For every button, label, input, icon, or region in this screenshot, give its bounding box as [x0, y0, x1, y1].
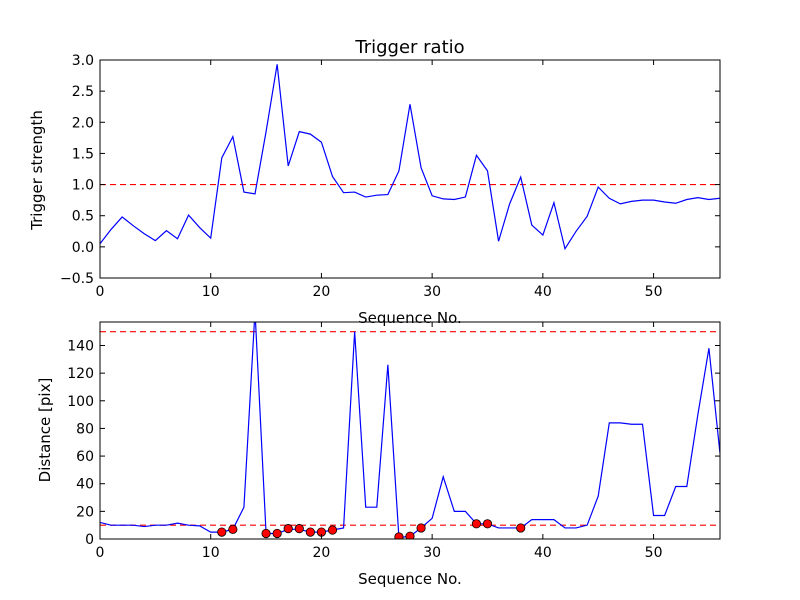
x-tick-label: 40 [534, 545, 552, 561]
y-tick-label: 1.0 [72, 178, 94, 194]
x-tick-label: 20 [313, 545, 331, 561]
scatter-point [283, 524, 293, 534]
x-tick-label: 0 [96, 545, 105, 561]
series-line [100, 322, 720, 539]
x-axis-label: Sequence No. [358, 570, 462, 588]
scatter-point [394, 532, 404, 539]
scatter-point [294, 524, 304, 534]
chart-title: Trigger ratio [354, 37, 464, 58]
scatter-point [482, 519, 493, 529]
y-tick-label: 0.5 [72, 209, 94, 225]
trigger-ratio-chart: Trigger ratio Sequence No. Trigger stren… [28, 37, 721, 327]
scatter-point [516, 523, 526, 533]
x-tick-label: 30 [423, 284, 441, 300]
x-tick-label: 10 [202, 545, 220, 561]
x-tick-label: 50 [645, 545, 663, 561]
y-tick-label: 20 [76, 504, 94, 520]
plot-area [100, 322, 720, 539]
y-tick-label: 80 [76, 421, 94, 437]
y-tick-label: 40 [76, 477, 94, 493]
distance-chart: Sequence No. Distance [pix] 0 10 20 30 40 50 0… [36, 321, 721, 588]
y-tick-label: 0.0 [72, 240, 94, 256]
series-line [100, 64, 720, 251]
y-tick-label: 120 [67, 366, 94, 382]
y-tick-label: −0.5 [60, 271, 94, 287]
axes-frame [99, 321, 721, 540]
y-axis-label: Trigger strength [28, 110, 46, 231]
x-axis-label: Sequence No. [358, 309, 462, 327]
scatter-point [471, 519, 482, 529]
scatter-point [327, 525, 338, 535]
y-tick-label: 60 [76, 449, 94, 465]
y-tick-label: 3.0 [72, 53, 94, 69]
y-tick-label: 2.5 [72, 84, 94, 100]
x-tick-label: 0 [96, 284, 105, 300]
x-tick-label: 50 [645, 284, 663, 300]
y-axis-label: Distance [pix] [36, 378, 54, 483]
y-tick-label: 1.5 [72, 146, 94, 162]
scatter-point [261, 528, 271, 539]
y-tick-label: 0 [85, 532, 94, 548]
scatter-point [272, 528, 282, 539]
y-tick-label: 140 [67, 338, 94, 354]
x-tick-label: 30 [423, 545, 441, 561]
plot-area [100, 64, 720, 251]
y-tick-label: 2.0 [72, 115, 94, 131]
scatter-point [228, 524, 238, 534]
x-tick-label: 40 [534, 284, 552, 300]
scatter-point [305, 527, 315, 537]
x-tick-label: 10 [202, 284, 220, 300]
axes-frame [99, 59, 721, 279]
scatter-point [416, 523, 426, 533]
y-tick-label: 100 [67, 394, 94, 410]
scatter-point [217, 527, 227, 537]
x-tick-label: 20 [313, 284, 331, 300]
scatter-point [405, 531, 415, 539]
